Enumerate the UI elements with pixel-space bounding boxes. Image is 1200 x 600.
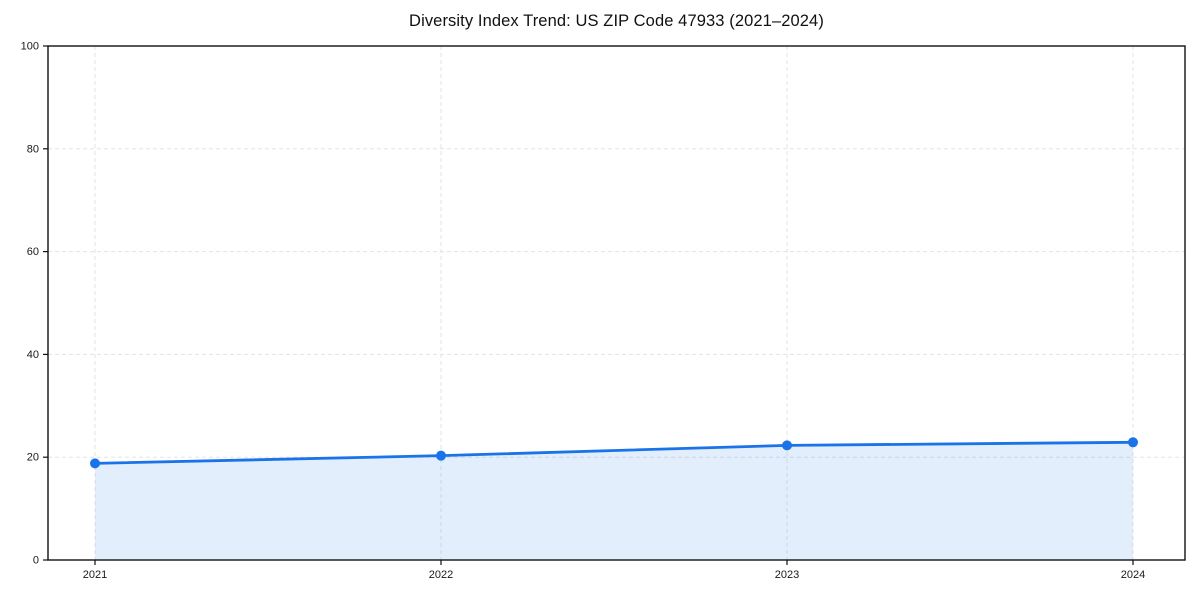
y-tick-label: 100	[21, 41, 39, 53]
trend-line	[93, 440, 1135, 465]
y-tick-label: 80	[27, 143, 39, 155]
data-point-2023	[782, 440, 792, 451]
data-point-2021	[90, 458, 100, 469]
chart-title: Diversity Index Trend: US ZIP Code 47933…	[409, 12, 824, 30]
x-tick-label: 2021	[83, 569, 107, 581]
data-point-2024	[1128, 437, 1138, 448]
x-tick-label: 2024	[1121, 569, 1145, 581]
plot-area	[48, 46, 1185, 560]
x-tick-label: 2022	[429, 569, 453, 581]
x-tick-label: 2023	[775, 569, 799, 581]
plot-frame	[47, 45, 1186, 561]
y-tick-label: 40	[27, 349, 39, 361]
area-fill	[95, 442, 1133, 560]
y-tick-label: 0	[33, 555, 39, 567]
data-point-2022	[436, 450, 446, 461]
y-tick-label: 60	[27, 246, 39, 258]
y-tick-label: 20	[27, 452, 39, 464]
